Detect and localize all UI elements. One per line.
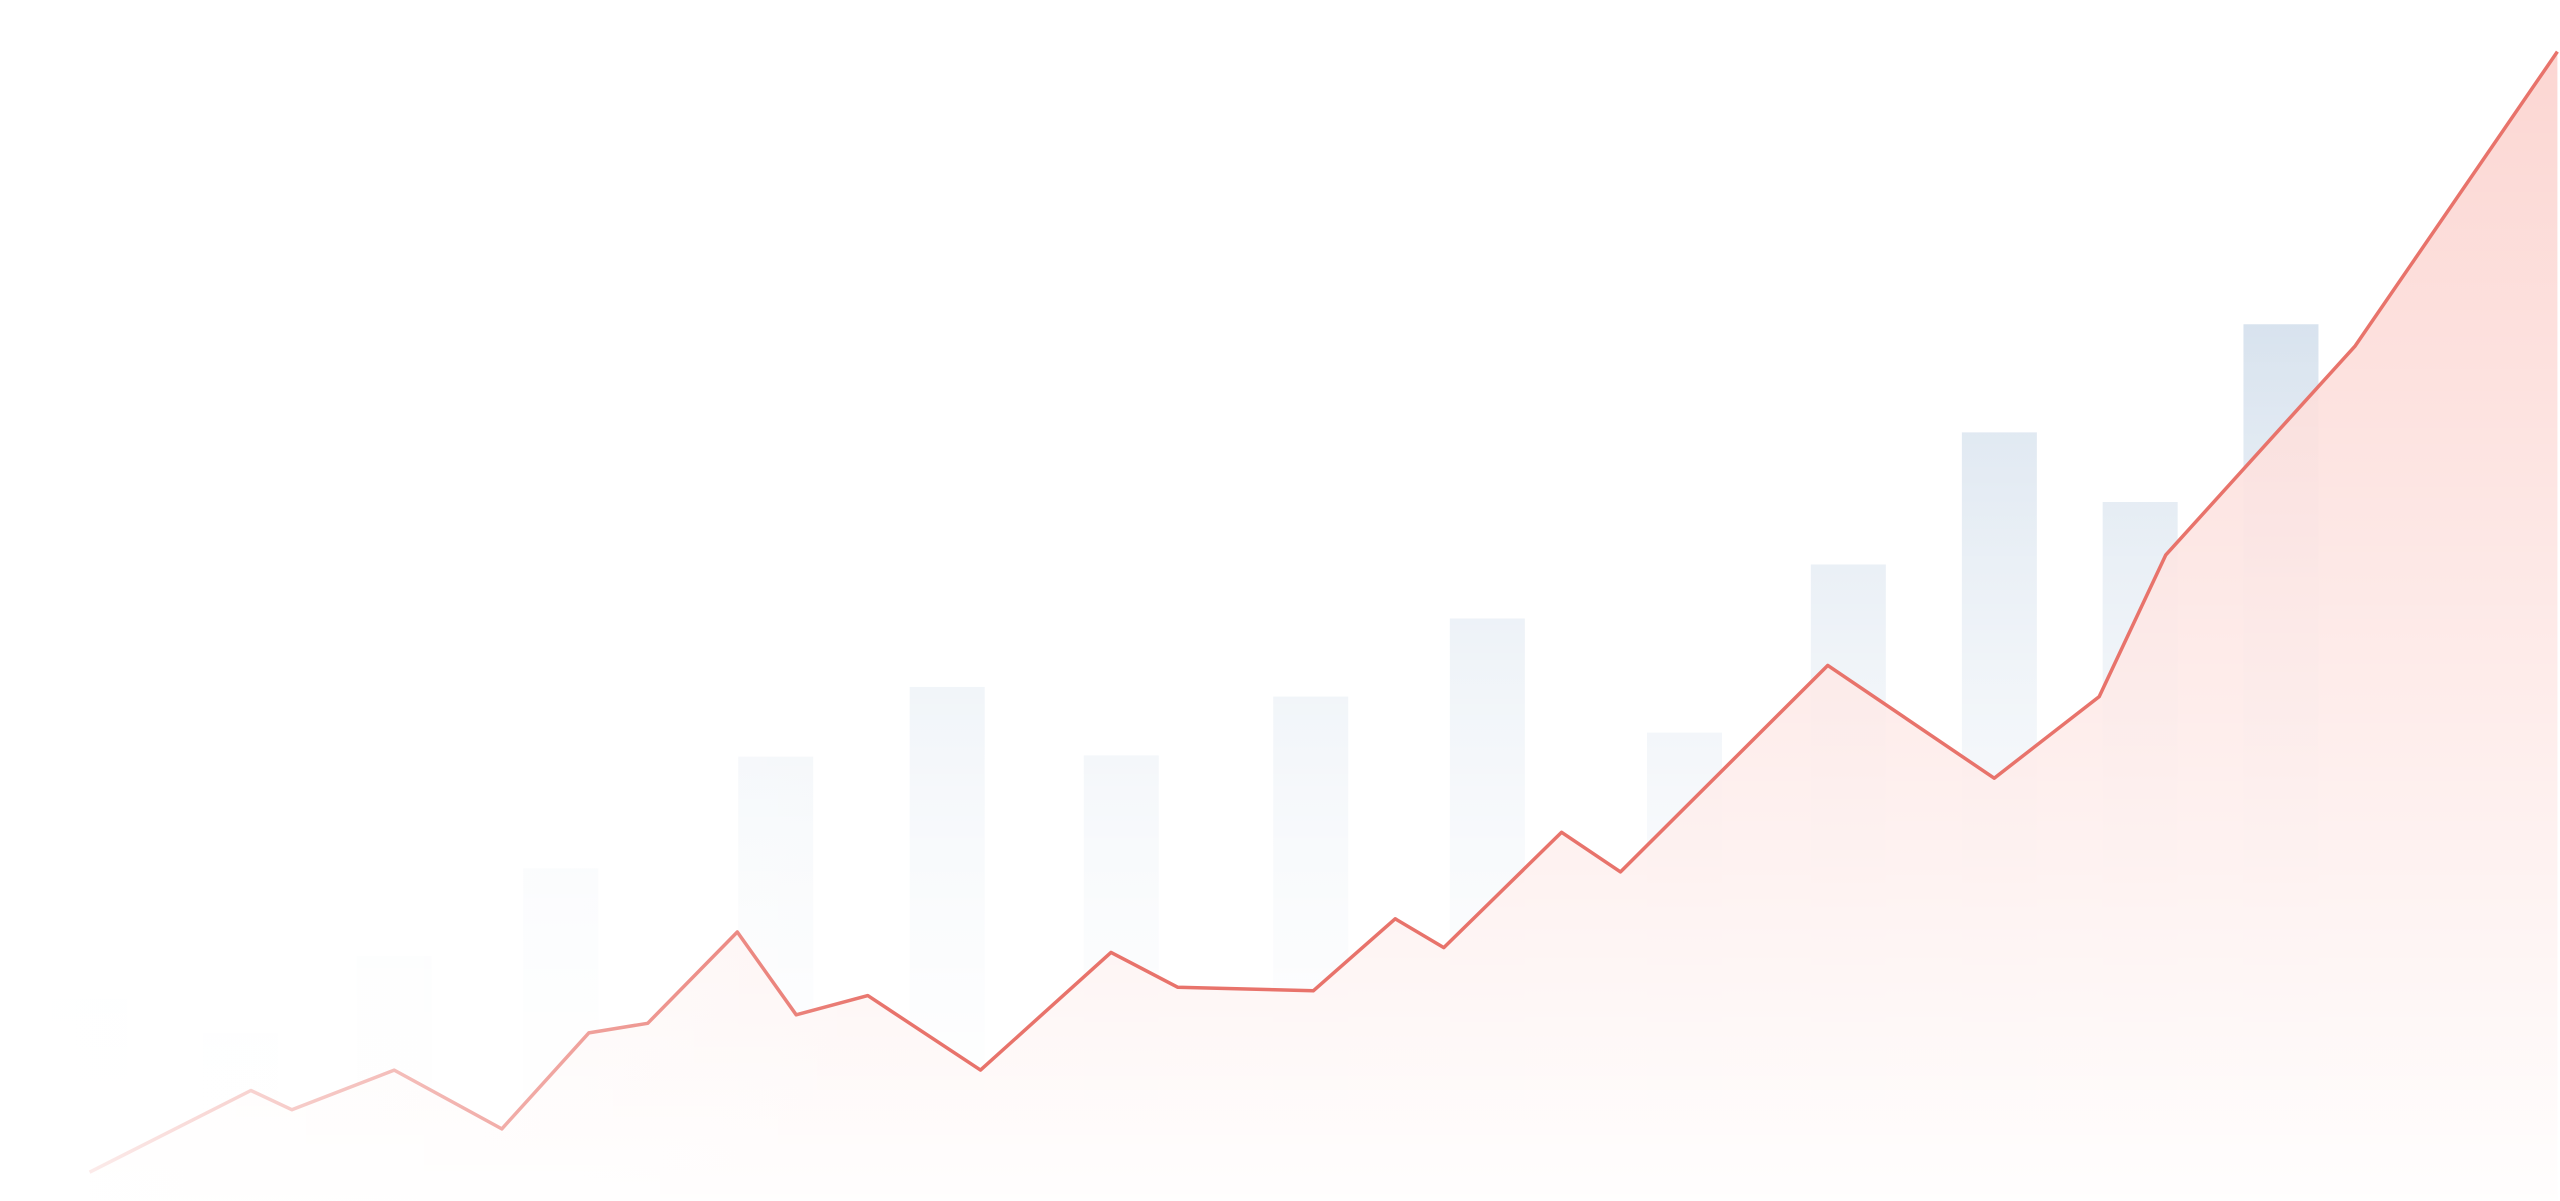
page: (() => { const data = JSON.parse(documen… (0, 0, 2560, 1201)
chart (0, 0, 2560, 1201)
left-fade (0, 0, 2560, 1201)
